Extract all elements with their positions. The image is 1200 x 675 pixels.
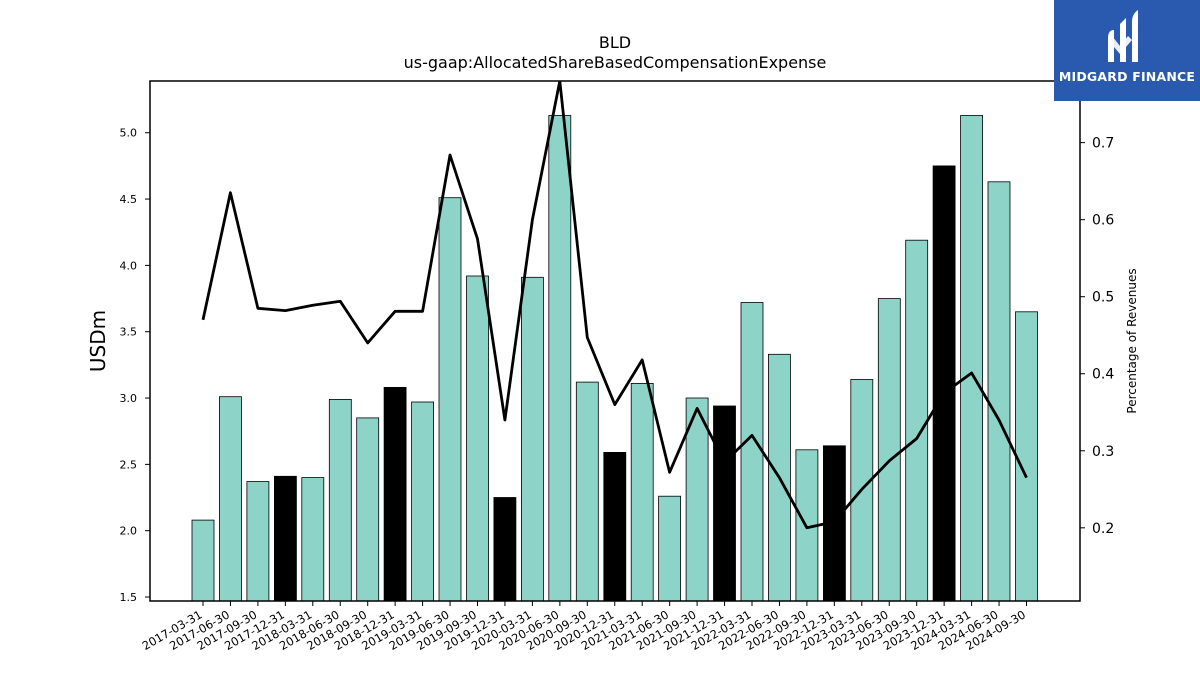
bar-2018-09-30 — [356, 417, 380, 602]
bar-2024-03-31 — [960, 115, 983, 602]
bar-2017-03-31 — [191, 519, 215, 602]
y-tick-label: 3.5 — [120, 326, 138, 339]
midgard-finance-logo: MIDGARD FINANCE — [1054, 0, 1200, 101]
y2-tick-label: 0.3 — [1092, 444, 1114, 460]
y-tick-label: 2.0 — [120, 525, 138, 538]
bar-2017-09-30 — [246, 481, 270, 602]
bar-2019-12-31 — [493, 497, 517, 602]
bar-2023-09-30 — [905, 239, 929, 602]
bar-2018-12-31 — [383, 386, 407, 602]
chart-title: BLD — [599, 33, 631, 52]
bar-2019-03-31 — [411, 401, 435, 602]
bar-2017-12-31 — [273, 475, 297, 602]
bar-2021-12-31 — [713, 405, 736, 602]
logo-mark-icon — [1108, 10, 1138, 62]
y2-tick-label: 0.4 — [1092, 367, 1114, 383]
bar-2021-03-31 — [630, 382, 654, 602]
revenue-percentage-line — [201, 81, 1028, 530]
y2-tick-label: 0.2 — [1092, 521, 1114, 537]
bar-2020-03-31 — [521, 276, 544, 602]
y2-tick-label: 0.5 — [1092, 290, 1114, 306]
y2-tick-label: 0.7 — [1092, 136, 1114, 152]
bar-series — [191, 115, 1038, 602]
y-tick-label: 2.5 — [120, 458, 138, 471]
y-tick-label: 4.5 — [120, 193, 138, 206]
logo-text: MIDGARD FINANCE — [1058, 69, 1196, 84]
line-series — [201, 81, 1028, 530]
bar-2024-06-30 — [987, 181, 1011, 602]
bar-2017-06-30 — [218, 396, 242, 602]
y-tick-label: 3.0 — [120, 392, 138, 405]
bar-2019-06-30 — [438, 197, 462, 602]
y-tick-label: 4.0 — [120, 259, 138, 272]
bar-2019-09-30 — [466, 275, 489, 602]
bar-2020-09-30 — [575, 381, 599, 602]
bar-2023-06-30 — [877, 298, 901, 602]
bar-2021-06-30 — [658, 495, 681, 602]
bar-2020-12-31 — [603, 451, 627, 602]
bar-2020-06-30 — [548, 115, 572, 602]
bar-2024-09-30 — [1015, 311, 1038, 602]
left-axis: 1.5 2.0 2.5 3.0 3.5 4.0 4.5 5.0 — [120, 127, 150, 604]
right-axis: 0.2 0.3 0.4 0.5 0.6 0.7 — [1080, 136, 1114, 537]
y2-tick-label: 0.6 — [1092, 213, 1114, 229]
y-tick-label: 1.5 — [120, 591, 138, 604]
y-tick-label: 5.0 — [120, 127, 138, 140]
x-axis: 2017-03-312017-06-302017-09-302017-12-31… — [140, 601, 1028, 653]
bar-2023-12-31 — [932, 165, 956, 602]
bar-2022-03-31 — [740, 302, 764, 602]
bar-2018-06-30 — [328, 398, 352, 602]
chart-subtitle: us-gaap:AllocatedShareBasedCompensationE… — [404, 53, 827, 72]
bar-2018-03-31 — [301, 477, 325, 602]
y-axis-label: USDm — [86, 310, 110, 372]
y2-axis-label: Percentage of Revenues — [1125, 268, 1139, 413]
